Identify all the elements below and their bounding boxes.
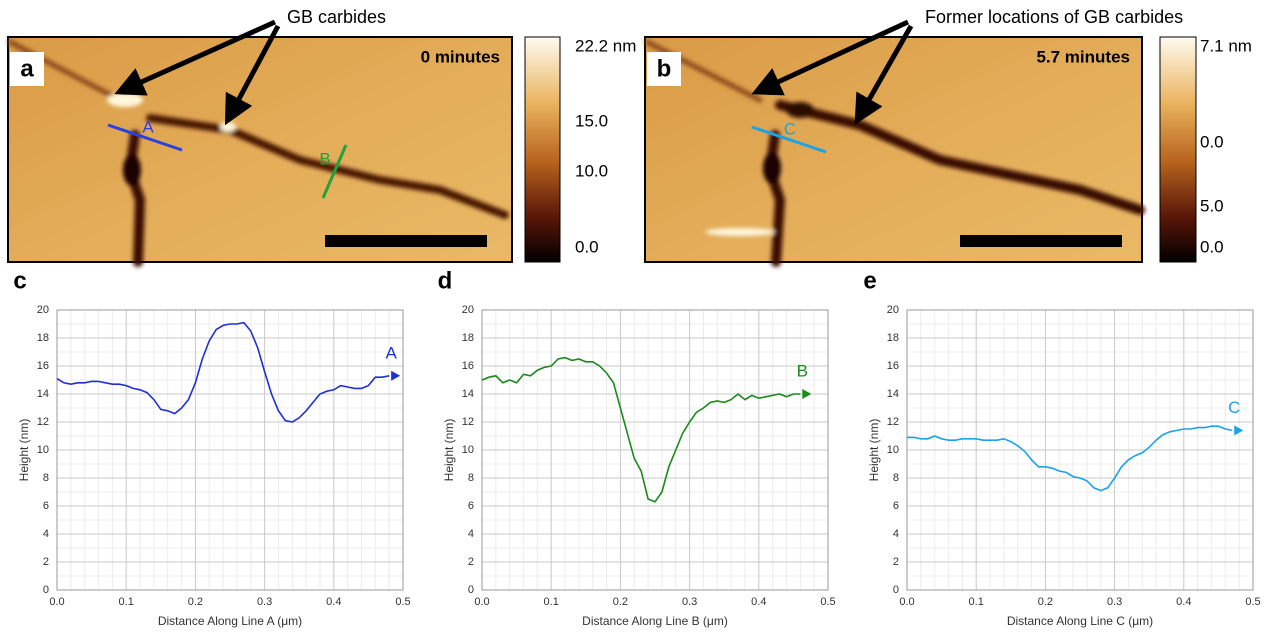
colorbar-label: 7.1 nm [1200,36,1252,55]
y-axis-label: Height (nm) [17,419,31,482]
colorbar-label: 15.0 [575,111,608,130]
data-line [907,425,1233,492]
y-axis-label: Height (nm) [442,419,456,482]
y-tick-label: 10 [887,444,899,456]
x-tick-label: 0.0 [474,596,489,608]
y-axis-label: Height (nm) [867,419,881,482]
y-tick-label: 2 [43,556,49,568]
y-tick-label: 2 [893,556,899,568]
afm-image-b [644,36,1145,267]
line-arrowhead [391,370,401,381]
y-tick-label: 8 [468,472,474,484]
x-tick-label: 0.4 [326,596,341,608]
y-tick-label: 14 [887,388,899,400]
x-tick-label: 0.2 [1038,596,1053,608]
x-tick-label: 0.3 [257,596,272,608]
panel-label: b [657,55,672,82]
y-tick-label: 10 [37,444,49,456]
y-tick-label: 4 [43,528,49,540]
x-tick-label: 0.0 [49,596,64,608]
y-tick-label: 8 [893,472,899,484]
profile-line-label: B [319,149,330,168]
x-tick-label: 0.1 [544,596,559,608]
colorbar-label: 22.2 nm [575,36,636,55]
profile-lines [107,123,827,199]
x-tick-label: 0.5 [820,596,835,608]
y-tick-label: 18 [887,332,899,344]
x-tick-label: 0.4 [751,596,766,608]
colorbar-label: 5.0 [1200,196,1224,215]
y-tick-label: 6 [43,500,49,512]
x-axis-label: Distance Along Line B (μm) [582,614,728,628]
x-tick-label: 0.2 [188,596,203,608]
plot-frame [906,309,1254,591]
x-tick-label: 0.4 [1176,596,1191,608]
x-tick-label: 0.1 [969,596,984,608]
colorbar-label: 0.0 [1200,237,1224,256]
y-tick-label: 8 [43,472,49,484]
afm-image-a [7,36,513,267]
y-tick-label: 4 [893,528,899,540]
y-tick-label: 12 [37,416,49,428]
x-tick-label: 0.0 [899,596,914,608]
annotation: Former locations of GB carbides [925,7,1183,27]
y-tick-label: 20 [887,304,899,316]
line-arrowhead [802,389,812,399]
panel-label: a [20,55,34,82]
y-tick-label: 0 [43,584,49,596]
plot-frame [56,309,404,591]
x-tick-label: 0.5 [1245,596,1260,608]
time-label: 5.7 minutes [1036,47,1130,66]
colorbar-b [1159,36,1197,263]
series-label: C [1228,398,1240,417]
colorbar-label: 10.0 [575,161,608,180]
y-tick-label: 6 [468,500,474,512]
y-tick-label: 18 [37,332,49,344]
chart-panel-label: e [863,267,876,294]
y-tick-label: 10 [462,444,474,456]
y-tick-label: 18 [462,332,474,344]
x-tick-label: 0.1 [119,596,134,608]
y-tick-label: 4 [468,528,474,540]
y-tick-label: 16 [37,360,49,372]
profile-line-label: C [784,119,796,138]
y-tick-label: 2 [468,556,474,568]
y-tick-label: 14 [37,388,49,400]
colorbar-label: 0.0 [575,237,599,256]
y-tick-label: 12 [462,416,474,428]
data-line [56,321,390,423]
x-axis-label: Distance Along Line A (μm) [158,614,302,628]
data-line [481,356,801,503]
y-tick-label: 0 [468,584,474,596]
y-tick-label: 6 [893,500,899,512]
annotation: GB carbides [287,7,386,27]
series-label: A [385,343,397,362]
chart-panel-label: c [13,267,26,294]
series-label: B [797,361,808,380]
plot-frame [481,309,829,591]
y-tick-label: 16 [462,360,474,372]
x-tick-label: 0.2 [613,596,628,608]
colorbar-label: 0.0 [1200,132,1224,151]
x-tick-label: 0.3 [1107,596,1122,608]
y-tick-label: 12 [887,416,899,428]
line-arrowhead [1234,425,1244,436]
annotation-arrows [114,19,914,126]
y-tick-label: 0 [893,584,899,596]
chart-panel-label: d [438,267,453,294]
x-tick-label: 0.3 [682,596,697,608]
x-axis-label: Distance Along Line C (μm) [1007,614,1153,628]
panel-label-box [647,52,681,86]
profile-line-label: A [142,117,154,136]
x-tick-label: 0.5 [395,596,410,608]
y-tick-label: 20 [462,304,474,316]
time-label: 0 minutes [421,47,500,66]
panel-label-box [10,52,44,86]
colorbar-a [524,36,561,263]
y-tick-label: 16 [887,360,899,372]
y-tick-label: 20 [37,304,49,316]
y-tick-label: 14 [462,388,474,400]
